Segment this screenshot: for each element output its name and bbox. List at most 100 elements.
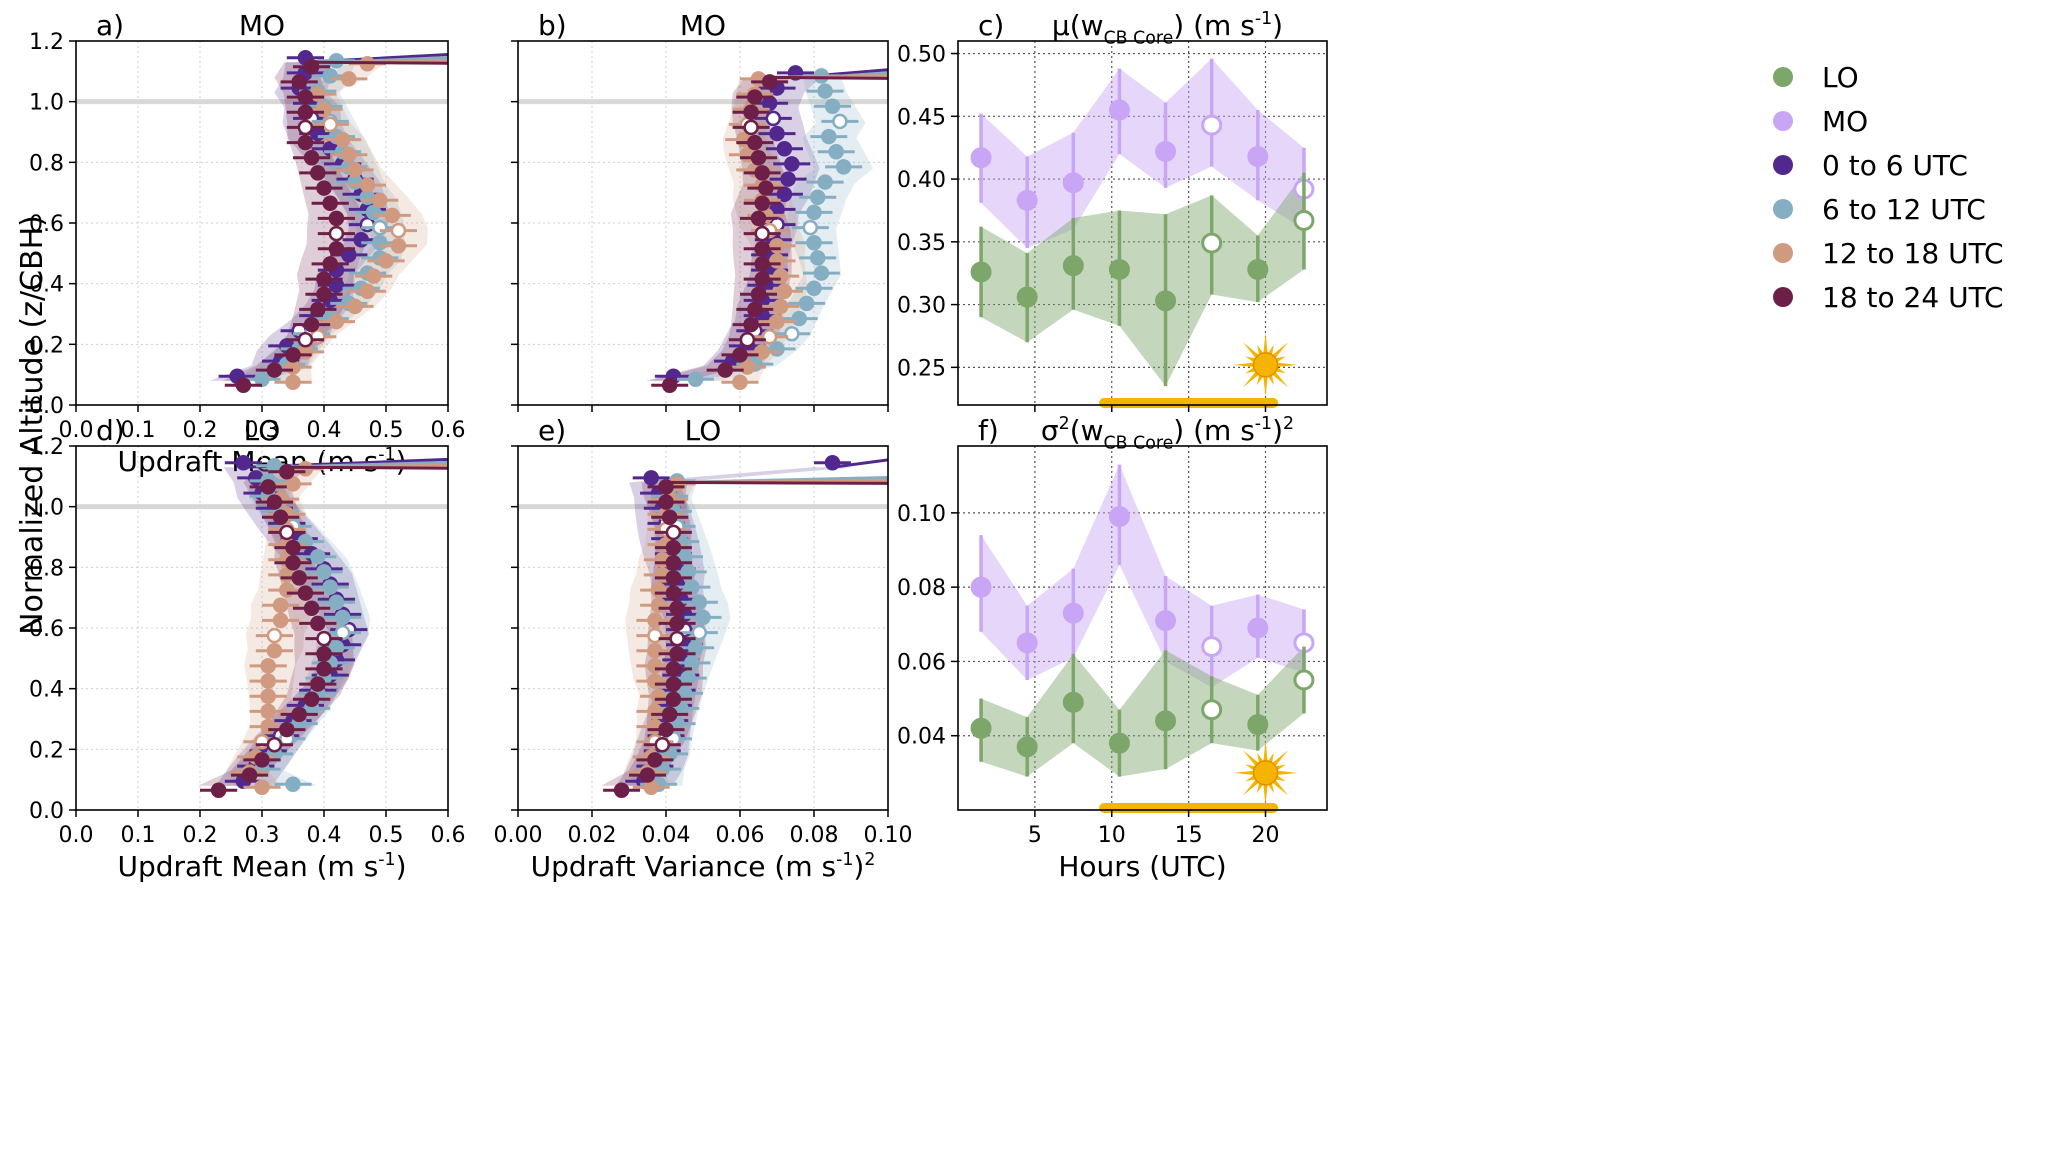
point-12-to-18-UTC	[359, 283, 376, 299]
point-18-to-24-UTC	[754, 256, 770, 272]
y-tick-label: 0.30	[897, 294, 946, 319]
point-18-to-24-UTC	[658, 721, 674, 738]
sun-disc	[1252, 352, 1279, 378]
point-12-to-18-UTC	[647, 673, 663, 689]
point-12-to-18-UTC	[384, 207, 400, 224]
point-12-to-18-UTC	[769, 253, 785, 269]
legend-item: 6 to 12 UTC	[1773, 193, 1986, 226]
y-tick-label: 0.25	[897, 356, 946, 381]
point-18-to-24-UTC	[743, 316, 759, 333]
x-tick-label: 0.10	[864, 823, 913, 848]
point-18-to-24-UTC	[750, 149, 767, 166]
point-12-to-18-UTC	[254, 779, 270, 795]
sun-ray	[1242, 342, 1259, 359]
y-tick-label: 1.0	[29, 91, 64, 116]
point-18-to-24-UTC	[297, 119, 314, 136]
plot-area	[76, 49, 448, 393]
point-18-to-24-UTC	[291, 706, 307, 723]
point-12-to-18-UTC	[279, 567, 295, 583]
point-0-to-6-UTC	[248, 470, 264, 486]
point-12-to-18-UTC	[266, 627, 283, 644]
point-18-to-24-UTC	[639, 767, 656, 783]
point-12-to-18-UTC	[310, 86, 326, 102]
point-18-to-24-UTC	[717, 362, 733, 378]
sun-ray	[1272, 342, 1289, 359]
x-tick-label: 0.3	[245, 823, 280, 848]
sun-ray	[1268, 374, 1274, 386]
plot-area	[970, 464, 1315, 805]
point-6-to-12-UTC	[334, 609, 351, 626]
panel-title: LO	[244, 414, 281, 447]
point-MO	[1247, 617, 1269, 639]
point-18-to-24-UTC	[322, 256, 338, 272]
panel-label: b)	[538, 9, 567, 42]
point-LO	[1062, 255, 1084, 277]
point-12-to-18-UTC	[334, 131, 351, 148]
point-12-to-18-UTC	[650, 582, 667, 598]
legend-marker	[1773, 155, 1793, 175]
x-tick-label: 20	[1252, 823, 1280, 848]
y-tick-label: 0.45	[897, 105, 946, 130]
panel-title: LO	[685, 414, 722, 447]
panel-title: σ2(wCB Core) (m s-1)2	[1041, 414, 1294, 454]
point-LO	[1155, 290, 1177, 312]
point-6-to-12-UTC	[835, 159, 852, 175]
point-MO	[1201, 114, 1223, 136]
point-18-to-24-UTC	[669, 645, 685, 662]
y-tick-label: 0.4	[29, 678, 64, 703]
point-18-to-24-UTC	[665, 676, 682, 692]
point-MO	[1155, 610, 1177, 632]
band-MO	[981, 464, 1304, 688]
point-12-to-18-UTC	[378, 253, 394, 269]
sun-ray	[1233, 362, 1254, 367]
point-18-to-24-UTC	[665, 570, 682, 586]
axes-frame	[957, 445, 1328, 811]
point-18-to-24-UTC	[750, 286, 767, 302]
x-tick-label: 0.6	[431, 823, 466, 848]
point-LO	[1062, 691, 1084, 713]
point-18-to-24-UTC	[661, 706, 678, 723]
point-6-to-12-UTC	[769, 341, 785, 357]
point-12-to-18-UTC	[266, 642, 283, 659]
point-LO	[1201, 699, 1223, 721]
point-18-to-24-UTC	[291, 570, 307, 586]
point-18-to-24-UTC	[754, 195, 770, 211]
point-18-to-24-UTC	[747, 301, 763, 318]
point-18-to-24-UTC	[669, 600, 685, 616]
point-12-to-18-UTC	[761, 328, 778, 345]
point-6-to-12-UTC	[285, 776, 301, 792]
point-18-to-24-UTC	[266, 736, 283, 753]
point-0-to-6-UTC	[776, 140, 793, 157]
sun-ray	[1263, 784, 1268, 805]
point-12-to-18-UTC	[650, 597, 667, 613]
y-tick-label: 0.8	[29, 556, 64, 581]
panel-label: a)	[96, 9, 124, 42]
point-12-to-18-UTC	[347, 298, 363, 315]
panel-label: f)	[978, 414, 999, 447]
sun-ray	[1263, 740, 1268, 762]
point-MO	[1062, 172, 1084, 194]
sun-ray	[1263, 376, 1268, 397]
point-6-to-12-UTC	[798, 295, 815, 312]
point-12-to-18-UTC	[260, 688, 276, 704]
sun-ray	[1268, 752, 1274, 763]
shared-ylabel: Normalized Altitude (z/CBH)	[15, 215, 50, 635]
legend-item: 12 to 18 UTC	[1773, 237, 2004, 270]
point-18-to-24-UTC	[647, 752, 663, 768]
point-6-to-12-UTC	[372, 234, 388, 251]
point-12-to-18-UTC	[322, 116, 338, 133]
axes-frame	[957, 40, 1328, 406]
point-18-to-24-UTC	[654, 736, 671, 753]
sun-ray	[1257, 782, 1263, 794]
point-MO	[1062, 602, 1084, 624]
x-tick-label: 0.3	[245, 418, 280, 443]
point-18-to-24-UTC	[316, 271, 332, 287]
point-18-to-24-UTC	[303, 149, 320, 166]
point-18-to-24-UTC	[322, 195, 338, 211]
point-18-to-24-UTC	[210, 782, 227, 798]
point-LO	[1293, 669, 1315, 691]
point-18-to-24-UTC	[665, 585, 682, 601]
point-18-to-24-UTC	[316, 661, 332, 677]
point-6-to-12-UTC	[784, 325, 800, 342]
point-18-to-24-UTC	[750, 210, 767, 227]
